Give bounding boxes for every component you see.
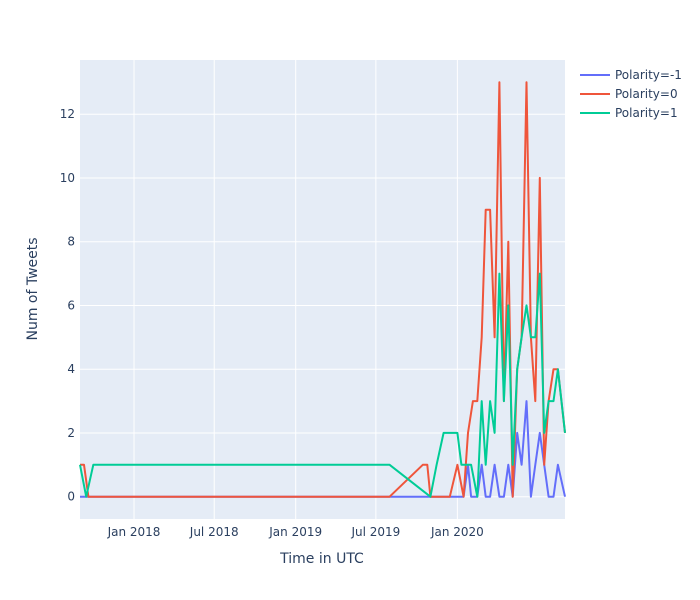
y-tick-label: 0 (67, 490, 75, 504)
y-tick-label: 6 (67, 298, 75, 312)
x-axis-ticks: Jan 2018 Jul 2018 Jan 2019 Jul 2019 Jan 2020 (107, 525, 484, 539)
x-tick-label: Jan 2018 (107, 525, 161, 539)
y-tick-label: 10 (60, 171, 75, 185)
y-axis-title: Num of Tweets (25, 237, 41, 340)
legend-item-3[interactable]: Polarity=1 (580, 106, 678, 120)
legend-item-2[interactable]: Polarity=0 (580, 87, 678, 101)
x-tick-label: Jul 2019 (350, 525, 400, 539)
x-axis-title: Time in UTC (279, 551, 364, 567)
legend-label: Polarity=-1 (615, 68, 682, 82)
grid-lines (80, 60, 565, 519)
y-tick-label: 8 (67, 235, 75, 249)
y-tick-label: 2 (67, 426, 75, 440)
legend-label: Polarity=0 (615, 87, 678, 101)
legend-label: Polarity=1 (615, 106, 678, 120)
series-line-3 (79, 272, 566, 498)
x-tick-label: Jan 2020 (430, 525, 484, 539)
y-tick-label: 12 (60, 107, 75, 121)
y-tick-label: 4 (67, 362, 75, 376)
x-tick-label: Jul 2018 (189, 525, 239, 539)
y-axis-ticks: 0 2 4 6 8 10 12 (60, 107, 75, 504)
series-lines (79, 81, 566, 498)
legend-item-1[interactable]: Polarity=-1 (580, 68, 682, 82)
x-tick-label: Jan 2019 (268, 525, 322, 539)
legend[interactable]: Polarity=-1 Polarity=0 Polarity=1 (580, 68, 682, 120)
